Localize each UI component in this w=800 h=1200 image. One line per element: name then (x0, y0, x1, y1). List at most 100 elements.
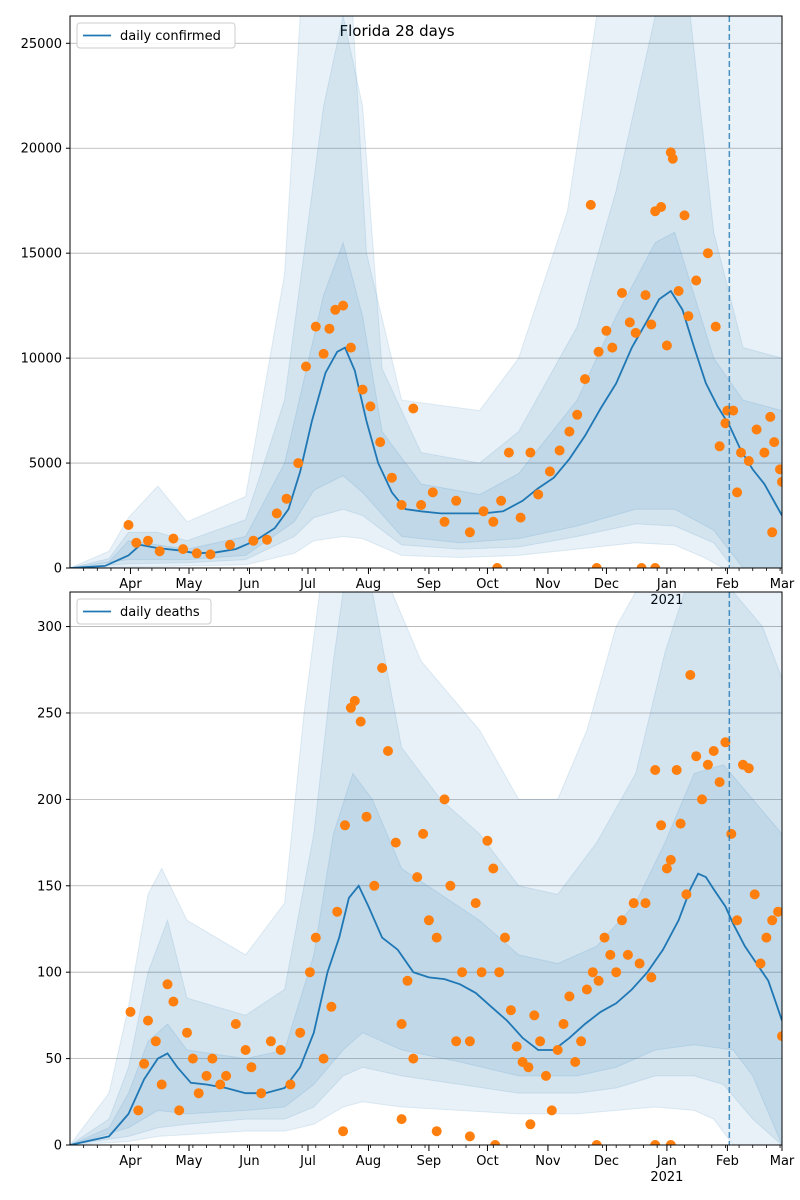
data-point (396, 1114, 407, 1125)
data-point (340, 820, 350, 831)
data-point (178, 544, 189, 555)
data-point (431, 1126, 442, 1137)
data-point (445, 880, 456, 891)
data-point (640, 290, 651, 301)
data-point (535, 1036, 546, 1047)
data-point (439, 516, 450, 527)
data-point (755, 958, 766, 969)
y-tick-label: 10000 (21, 352, 62, 367)
data-point (281, 493, 292, 504)
x-tick-year-label: 2021 (650, 1170, 683, 1185)
data-point (349, 695, 360, 706)
data-point (168, 996, 179, 1007)
x-tick-label: Aug (356, 1154, 381, 1169)
data-point (375, 437, 386, 448)
data-point (529, 1010, 540, 1021)
data-point (230, 1019, 241, 1029)
y-tick-label: 5000 (29, 457, 62, 472)
data-point (248, 535, 259, 546)
x-tick-label: Mar (770, 577, 795, 592)
x-tick-label: Mar (770, 1154, 795, 1169)
confidence-band (70, 592, 782, 1145)
data-point (767, 915, 778, 926)
confidence-band (70, 16, 782, 568)
data-point (593, 346, 604, 357)
confirmed-panel-plot-area (70, 16, 782, 568)
confirmed-panel: 0 5000 10000 15000 20000 25000 Apr May Jun Jul Aug… (21, 15, 795, 608)
data-point (338, 300, 349, 311)
data-point (377, 663, 388, 673)
data-point (365, 401, 376, 412)
data-point (761, 932, 772, 943)
data-point (570, 1057, 581, 1067)
x-tick-label: Jul (299, 577, 316, 592)
axes-frame (69, 15, 783, 569)
data-point (386, 472, 397, 483)
data-point (207, 1053, 218, 1064)
data-point (221, 1070, 232, 1081)
data-point (743, 456, 754, 466)
data-point (355, 716, 366, 727)
data-point (636, 563, 647, 568)
data-point (552, 1045, 563, 1055)
data-point (546, 1105, 557, 1116)
data-point (490, 1140, 501, 1145)
data-point (476, 967, 487, 978)
data-point (702, 759, 713, 770)
data-point (193, 1088, 204, 1099)
data-point (523, 1062, 534, 1073)
data-point (675, 818, 686, 829)
data-point (591, 563, 602, 568)
data-point (691, 751, 702, 762)
data-point (749, 889, 760, 900)
data-point (617, 915, 627, 926)
data-point (123, 520, 134, 530)
data-point (464, 1131, 475, 1142)
data-point (162, 979, 173, 990)
data-point (650, 765, 661, 775)
data-point (591, 1140, 602, 1145)
data-point (271, 508, 282, 519)
x-tick-label: Feb (716, 1154, 739, 1169)
data-point (496, 495, 507, 506)
data-point (564, 426, 575, 437)
data-point (150, 1036, 161, 1047)
legend-box (76, 22, 236, 49)
x-tick-label: Oct (476, 1154, 498, 1169)
data-point (439, 794, 450, 805)
data-point (667, 153, 678, 164)
data-point (412, 872, 423, 883)
y-tick-label: 300 (37, 620, 62, 635)
data-point (246, 1062, 257, 1073)
data-point (726, 828, 737, 839)
data-point (732, 915, 743, 926)
legend-box (76, 598, 212, 625)
y-tick-label: 200 (37, 793, 62, 808)
data-point (665, 854, 676, 865)
data-point (683, 311, 694, 322)
data-point (673, 286, 684, 296)
data-point (133, 1105, 144, 1116)
data-point (478, 506, 489, 517)
data-point (544, 466, 555, 477)
data-point (624, 317, 635, 328)
data-point (585, 199, 596, 210)
data-point (697, 794, 707, 805)
data-point (525, 447, 536, 458)
data-point (464, 1036, 475, 1047)
data-point (679, 210, 690, 221)
data-point (661, 340, 672, 351)
data-point (326, 1001, 337, 1012)
series-line (70, 289, 782, 568)
data-point (293, 458, 304, 469)
data-point (451, 1036, 462, 1047)
data-point (607, 342, 618, 353)
data-point (732, 487, 743, 498)
data-point (751, 424, 762, 435)
data-point (767, 527, 778, 538)
data-point (646, 319, 657, 330)
x-tick-year-label: 2021 (650, 593, 683, 608)
data-point (262, 534, 272, 545)
data-point (665, 1140, 676, 1145)
